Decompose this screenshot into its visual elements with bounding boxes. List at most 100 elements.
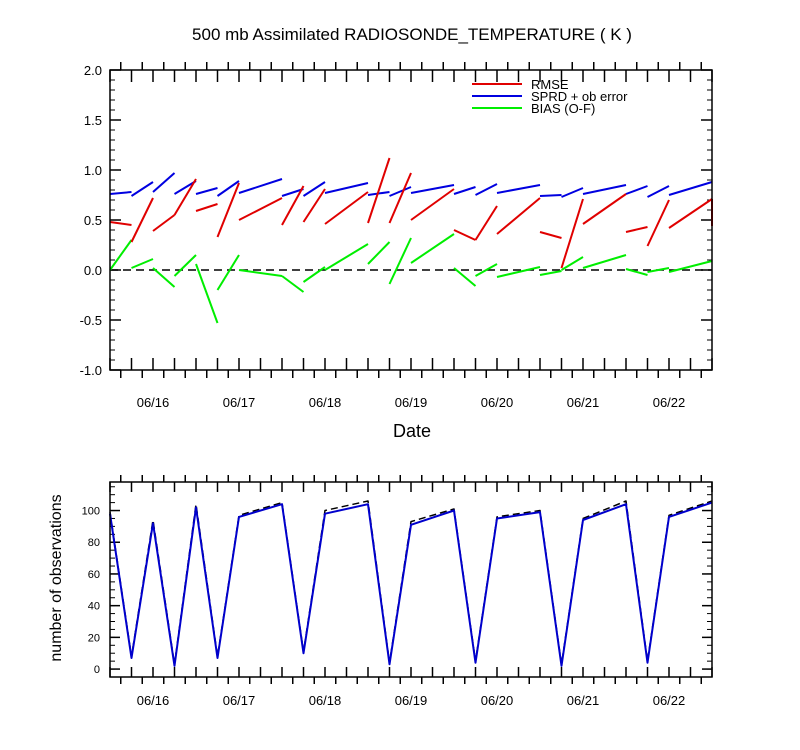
bias-o-f-segment <box>539 270 562 276</box>
rmse-segment <box>216 182 240 238</box>
bottom-x-tick-label: 06/20 <box>481 693 514 708</box>
bias-o-f-segment <box>324 243 369 271</box>
rmse-segment <box>173 178 197 216</box>
top-plot: 2.0 1.5 1.0 0.5 0.0 -0.5 -1.0 06/16 06/17 06/18 06… <box>80 62 713 410</box>
top-x-tick-label: 06/22 <box>653 395 686 410</box>
top-x-tick-label: 06/19 <box>395 395 428 410</box>
bottom-y-tick-label: 100 <box>82 506 100 518</box>
rmse-segment <box>474 205 498 241</box>
bias-o-f-segment <box>195 263 219 324</box>
rmse-segment <box>582 193 627 225</box>
top-x-tick-label: 06/20 <box>481 395 514 410</box>
bias-o-f-segment <box>238 269 283 277</box>
bottom-y-axis-label: number of observations <box>48 494 65 661</box>
legend-label-bias-o-f: BIAS (O-F) <box>531 101 595 116</box>
rmse-segment <box>324 191 369 225</box>
rmse-segment <box>539 231 562 239</box>
bias-o-f-segment <box>582 254 627 269</box>
top-y-tick-label: 1.0 <box>84 163 102 178</box>
bias-o-f-segment <box>453 267 477 287</box>
bottom-x-tick-label: 06/22 <box>653 693 686 708</box>
bottom-y-tick-label: 20 <box>88 632 100 644</box>
bias-o-f-segment <box>216 254 240 291</box>
sprd-ob-error-segment <box>496 184 541 194</box>
bias-o-f-segment <box>131 258 154 269</box>
top-x-tick-label: 06/18 <box>309 395 342 410</box>
bias-o-f-segment <box>152 267 176 288</box>
bottom-x-tick-label: 06/18 <box>309 693 342 708</box>
sprd-ob-error-segment <box>216 180 240 197</box>
sprd-ob-error-segment <box>109 191 132 195</box>
sprd-ob-error-segment <box>475 183 498 196</box>
bottom-plot: 0 20 40 60 80 100 06/16 06/17 06/18 06/19 06/20 06/… <box>82 475 713 708</box>
bottom-y-tick-label: 60 <box>88 569 100 581</box>
chart-title: 500 mb Assimilated RADIOSONDE_TEMPERATUR… <box>192 25 632 44</box>
top-x-axis-label: Date <box>393 421 431 441</box>
sprd-ob-error-segment <box>238 178 283 194</box>
sprd-ob-error-segment <box>453 186 476 195</box>
sprd-ob-error-segment <box>410 184 455 194</box>
bias-o-f-segment <box>560 256 584 271</box>
sprd-ob-error-segment <box>302 181 326 197</box>
top-x-tick-label: 06/17 <box>223 395 256 410</box>
rmse-segment <box>410 188 455 221</box>
sprd-ob-error-segment <box>582 184 627 195</box>
rmse-segment <box>281 185 305 226</box>
bottom-y-tick-label: 80 <box>88 537 100 549</box>
bias-o-f-segment <box>367 241 391 265</box>
bottom-x-tick-label: 06/21 <box>567 693 600 708</box>
rmse-segment <box>496 197 541 235</box>
rmse-segment <box>130 197 154 243</box>
bottom-x-tick-label: 06/16 <box>137 693 170 708</box>
rmse-segment <box>238 197 283 221</box>
observations-used-line <box>109 501 713 667</box>
legend-label-rmse: RMSE <box>531 77 569 92</box>
sprd-ob-error-segment <box>281 188 304 197</box>
top-y-tick-label: 0.0 <box>84 263 102 278</box>
bias-o-f-segment <box>410 233 455 264</box>
top-y-tick-label: 1.5 <box>84 113 102 128</box>
rmse-segment <box>668 198 713 229</box>
bias-o-f-segment <box>625 268 648 276</box>
sprd-ob-error-segment <box>561 187 584 198</box>
sprd-ob-error-segment <box>195 187 218 195</box>
rmse-segment <box>109 221 132 226</box>
rmse-segment <box>367 157 391 224</box>
rmse-segment <box>625 226 648 233</box>
bottom-y-tick-label: 40 <box>88 601 100 613</box>
rmse-segment <box>560 198 584 269</box>
top-plot-frame <box>109 69 713 371</box>
bias-o-f-segment <box>281 275 305 293</box>
sprd-ob-error-segment <box>389 186 412 197</box>
top-y-tick-label: 2.0 <box>84 63 102 78</box>
bottom-x-tick-label: 06/17 <box>223 693 256 708</box>
bias-o-f-segment <box>647 267 670 273</box>
sprd-ob-error-segment <box>668 181 713 196</box>
bottom-x-tick-label: 06/19 <box>395 693 428 708</box>
top-x-tick-label: 06/16 <box>137 395 170 410</box>
rmse-segment <box>152 214 176 232</box>
bias-o-f-segment <box>173 254 197 277</box>
rmse-segment <box>453 229 476 241</box>
bias-o-f-segment <box>668 260 713 273</box>
sprd-ob-error-segment <box>152 172 176 193</box>
rmse-segment <box>388 172 412 224</box>
top-y-tick-label: -0.5 <box>80 313 102 328</box>
rmse-segment <box>195 203 218 212</box>
top-x-tick-label: 06/21 <box>567 395 600 410</box>
top-y-tick-label: -1.0 <box>80 363 102 378</box>
sprd-ob-error-segment <box>647 185 670 198</box>
bias-o-f-segment <box>302 266 326 283</box>
sprd-ob-error-segment <box>324 182 369 194</box>
bottom-plot-frame <box>109 481 713 678</box>
top-y-tick-label: 0.5 <box>84 213 102 228</box>
rmse-segment <box>646 199 670 247</box>
bias-o-f-segment <box>496 266 541 278</box>
sprd-ob-error-segment <box>539 194 562 197</box>
bias-o-f-segment <box>475 263 498 277</box>
sprd-ob-error-segment <box>130 181 154 197</box>
bottom-y-tick-label: 0 <box>94 664 100 676</box>
rmse-segment <box>302 188 326 223</box>
bias-o-f-segment <box>109 239 133 271</box>
